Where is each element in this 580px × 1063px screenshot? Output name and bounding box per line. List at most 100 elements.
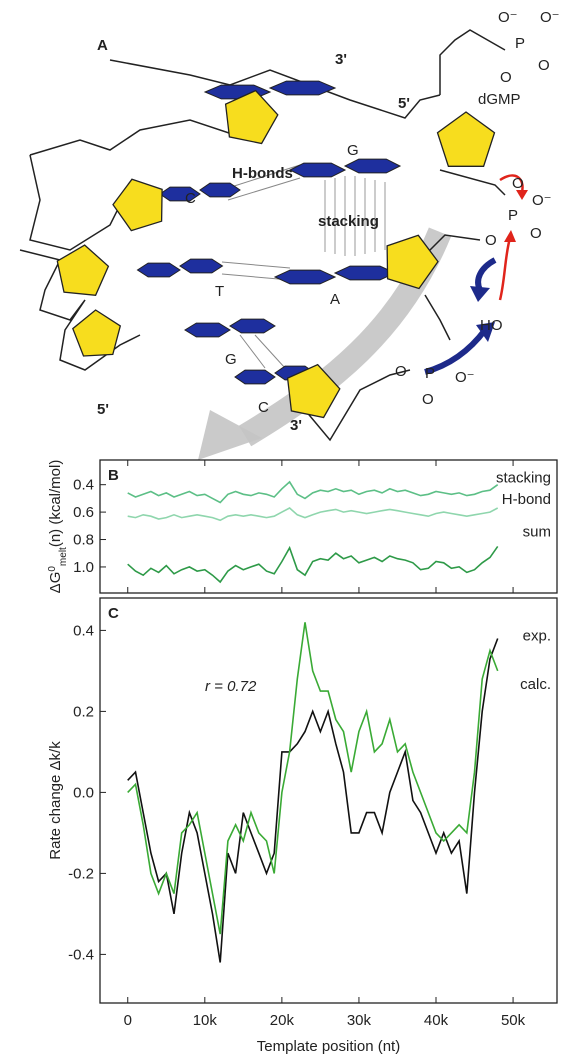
series-line bbox=[127, 545, 499, 584]
diagram-label: A bbox=[97, 37, 108, 54]
diagram-label: H-bonds bbox=[232, 165, 293, 182]
sugar bbox=[224, 89, 279, 145]
sugar bbox=[56, 244, 110, 296]
diagram-label: T bbox=[215, 283, 224, 300]
diagram-label: P bbox=[508, 207, 518, 224]
series-label: exp. bbox=[523, 628, 551, 645]
diagram-label: O bbox=[512, 175, 524, 192]
base bbox=[179, 258, 224, 274]
x-tick-label: 20k bbox=[270, 1012, 295, 1029]
y-tick-label: 0.2 bbox=[73, 703, 94, 720]
series-line bbox=[127, 480, 499, 504]
diagram-label: P bbox=[425, 365, 435, 382]
series-label: calc. bbox=[520, 676, 551, 693]
red-arrowhead bbox=[504, 230, 516, 242]
y-axis-label: ΔG0melt(n) (kcal/mol) bbox=[47, 460, 69, 594]
red-arrow bbox=[499, 174, 524, 193]
red-arrow bbox=[498, 237, 512, 301]
base bbox=[288, 162, 347, 178]
series-label: stacking bbox=[496, 470, 551, 487]
base bbox=[229, 318, 276, 334]
backbone bbox=[19, 249, 141, 371]
y-tick-label: 0.0 bbox=[73, 784, 94, 801]
y-tick-label: 0.4 bbox=[73, 477, 94, 494]
h-bond bbox=[227, 177, 301, 201]
diagram-label: dGMP bbox=[478, 91, 521, 108]
diagram-label: P bbox=[515, 35, 525, 52]
sugar bbox=[112, 178, 163, 232]
backbone bbox=[439, 169, 506, 196]
diagram-label: O bbox=[530, 225, 542, 242]
diagram-label: O⁻ bbox=[540, 9, 560, 26]
base bbox=[136, 262, 181, 278]
backbone bbox=[439, 29, 506, 95]
diagram-label: 3' bbox=[335, 51, 347, 68]
base bbox=[184, 322, 231, 338]
panel-label: C bbox=[108, 605, 119, 622]
y-tick-label: 1.0 bbox=[73, 559, 94, 576]
sugar bbox=[286, 363, 341, 419]
y-axis-label-part: (n) (kcal/mol) bbox=[47, 460, 64, 548]
series-label: H-bond bbox=[502, 491, 551, 508]
series-line bbox=[127, 638, 499, 963]
base bbox=[273, 269, 337, 285]
base bbox=[199, 182, 241, 198]
direction-arrowhead bbox=[198, 410, 262, 460]
sugar bbox=[72, 309, 122, 357]
backbone bbox=[29, 154, 131, 251]
diagram-label: 5' bbox=[398, 95, 410, 112]
series-line bbox=[127, 622, 499, 935]
diagram-label: 5' bbox=[97, 401, 109, 418]
diagram-label: O⁻ bbox=[532, 192, 552, 209]
x-axis-label: Template position (nt) bbox=[257, 1038, 400, 1055]
base bbox=[343, 158, 402, 174]
stacking-lines bbox=[324, 176, 386, 256]
y-tick-label: -0.4 bbox=[68, 946, 94, 963]
h-bond bbox=[254, 334, 286, 369]
base bbox=[234, 369, 276, 385]
series-label: sum bbox=[523, 523, 551, 540]
blue-arrow bbox=[424, 328, 488, 375]
base bbox=[268, 80, 337, 96]
diagram-label: stacking bbox=[318, 213, 379, 230]
red-arrowhead bbox=[516, 190, 528, 200]
x-tick-label: 10k bbox=[193, 1012, 218, 1029]
series-line bbox=[127, 507, 499, 522]
y-axis-label-part: ΔG bbox=[47, 572, 64, 594]
y-axis-label-part: 0 bbox=[47, 566, 58, 572]
backbone bbox=[424, 294, 451, 341]
x-tick-label: 30k bbox=[347, 1012, 372, 1029]
diagram-label: O bbox=[422, 391, 434, 408]
x-tick-label: 0 bbox=[124, 1012, 132, 1029]
x-tick-label: 50k bbox=[501, 1012, 526, 1029]
plot-frame bbox=[99, 597, 558, 1004]
backbone bbox=[29, 119, 251, 156]
h-bond bbox=[221, 261, 291, 269]
y-axis-label: Rate change Δk/k bbox=[47, 741, 64, 860]
y-axis-label-part: melt bbox=[58, 547, 69, 566]
y-tick-label: 0.4 bbox=[73, 622, 94, 639]
diagram-label: C bbox=[185, 190, 196, 207]
backbone bbox=[424, 234, 481, 256]
blue-arrow bbox=[475, 257, 497, 292]
diagram-label: C bbox=[258, 399, 269, 416]
diagram-label: O bbox=[395, 363, 407, 380]
diagram-label: O bbox=[500, 69, 512, 86]
y-tick-label: 0.6 bbox=[73, 504, 94, 521]
backbone bbox=[304, 369, 411, 442]
diagram-label: HO bbox=[480, 317, 503, 334]
x-tick-label: 40k bbox=[424, 1012, 449, 1029]
diagram-label: 3' bbox=[290, 417, 302, 434]
diagram-label: G bbox=[347, 142, 359, 159]
diagram-label: G bbox=[225, 351, 237, 368]
h-bond bbox=[239, 334, 266, 369]
diagram-label: O⁻ bbox=[455, 369, 475, 386]
blue-arrowhead bbox=[470, 286, 490, 302]
h-bond bbox=[227, 164, 301, 189]
diagram-label: O⁻ bbox=[498, 9, 518, 26]
sugar bbox=[436, 111, 496, 167]
diagram-label: O bbox=[538, 57, 550, 74]
blue-arrowhead bbox=[476, 322, 495, 342]
